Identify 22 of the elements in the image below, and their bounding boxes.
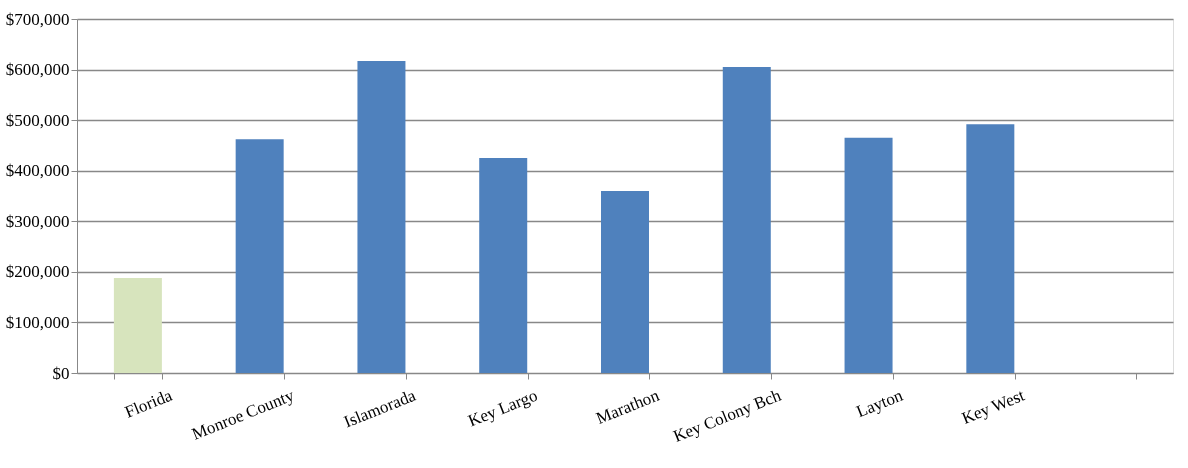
bar	[722, 67, 771, 373]
bar	[113, 277, 162, 373]
x-tick-label: Monroe County	[189, 385, 297, 444]
x-tick-label: Key Colony Bch	[670, 385, 785, 447]
y-tick-label: $700,000	[5, 9, 70, 29]
y-tick-label: $200,000	[5, 262, 70, 282]
y-tick-label: $0	[52, 363, 70, 383]
x-tick-label: Florida	[122, 385, 176, 422]
y-tick-label: $100,000	[5, 312, 70, 332]
x-tick-label: Key West	[959, 385, 1028, 428]
bar	[966, 124, 1015, 373]
bar	[601, 190, 649, 373]
bar	[357, 60, 406, 373]
y-tick-label: $600,000	[5, 60, 70, 80]
bar	[235, 139, 284, 373]
x-tick-label: Layton	[853, 385, 906, 422]
x-tick-label: Key Largo	[465, 385, 541, 431]
y-tick-label: $500,000	[5, 110, 70, 130]
bar	[844, 137, 893, 373]
bar	[479, 158, 528, 373]
y-tick-label: $400,000	[5, 161, 70, 181]
y-tick-label: $300,000	[5, 211, 70, 231]
